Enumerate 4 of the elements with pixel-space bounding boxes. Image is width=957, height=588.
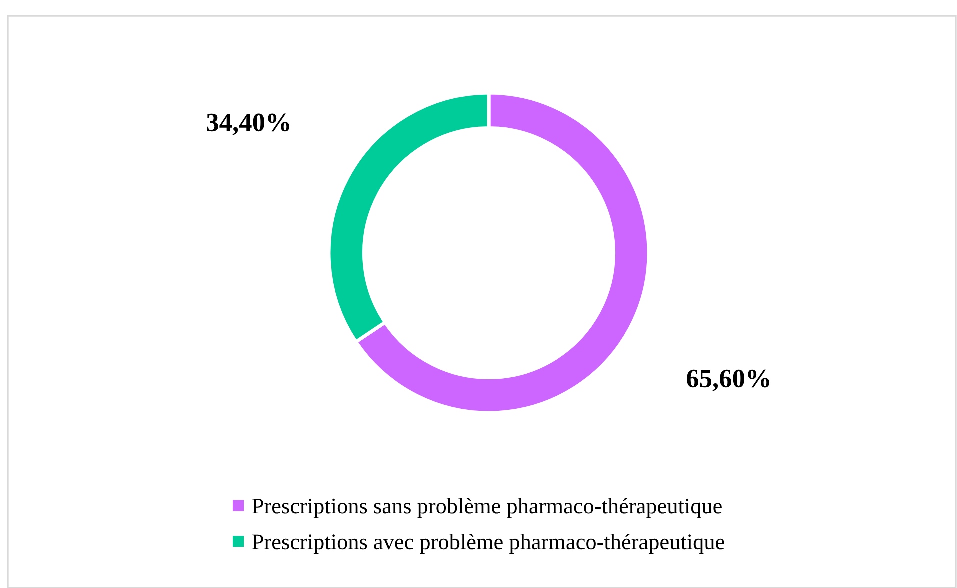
data-label: 34,40%	[207, 114, 290, 136]
legend-label: Prescriptions avec problème pharmaco-thérapeutique	[252, 534, 724, 554]
data-label: 65,60%	[687, 370, 770, 392]
legend-label: Prescriptions sans problème pharmaco-thérapeutique	[252, 498, 722, 518]
